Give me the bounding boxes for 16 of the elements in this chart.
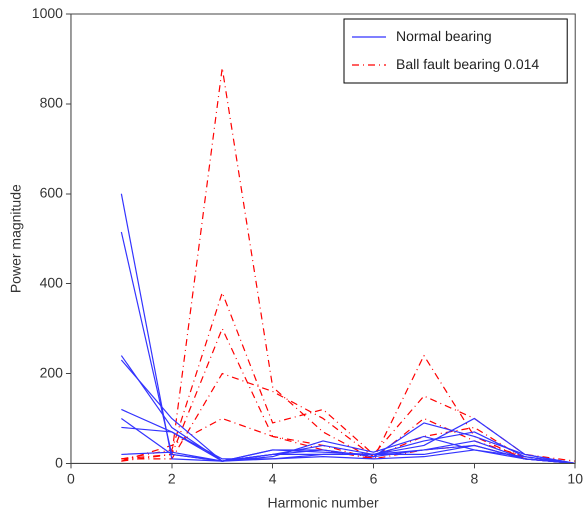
y-tick-label: 1000 [32,4,64,21]
x-axis-title: Harmonic number [267,494,380,510]
x-tick-label: 2 [168,470,176,487]
x-tick-label: 10 [567,470,584,487]
x-tick-label: 0 [67,470,76,487]
legend-label: Ball fault bearing 0.014 [396,56,540,72]
y-tick-label: 800 [40,94,64,111]
x-tick-label: 6 [370,470,378,487]
y-tick-label: 600 [40,184,64,201]
y-tick-label: 200 [40,364,64,380]
legend-label: Normal bearing [396,28,492,44]
y-tick-label: 400 [40,274,64,290]
x-tick-label: 8 [470,470,478,487]
x-tick-label: 4 [268,470,277,487]
y-tick-label: 0 [55,454,64,470]
y-axis-title: Power magnitude [7,184,24,294]
